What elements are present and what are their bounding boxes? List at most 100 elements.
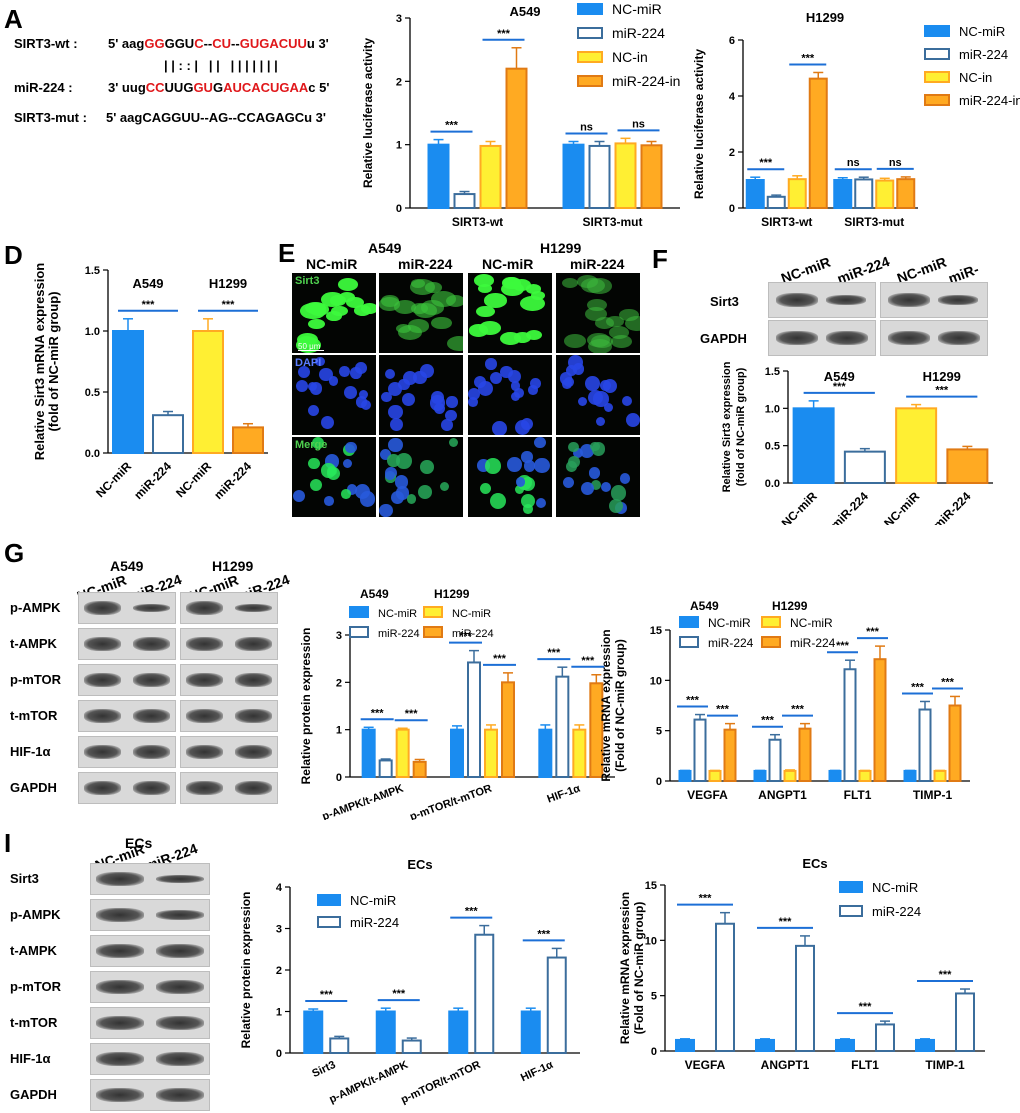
- sequence-label: SIRT3-wt :: [14, 36, 78, 51]
- bar: [895, 407, 938, 484]
- significance-label: ***: [716, 704, 730, 716]
- x-tick-label: NC-miR: [173, 459, 214, 500]
- sequence-text: 3' uugCCUUGGUGAUCACUGAAc 5': [108, 80, 329, 95]
- blot-band: [235, 745, 272, 759]
- bar: [395, 728, 410, 779]
- y-tick-label: 0: [396, 203, 402, 215]
- cell: [516, 477, 526, 487]
- cell: [584, 376, 600, 391]
- cell: [339, 292, 356, 303]
- blot-band: [826, 331, 868, 345]
- bar: [896, 178, 916, 210]
- cell: [379, 503, 393, 517]
- significance-label: ***: [941, 676, 955, 688]
- cell: [568, 441, 579, 452]
- y-tick-label: 0.5: [765, 441, 780, 453]
- bar: [505, 67, 528, 209]
- significance-label: ***: [537, 928, 551, 940]
- cell: [445, 409, 458, 422]
- significance-label: ***: [392, 988, 406, 1000]
- cell: [390, 417, 404, 431]
- sequence-text: 5' aagCAGGUU--AG--CCAGAGCu 3': [106, 110, 326, 125]
- blot-band: [235, 709, 272, 723]
- cell: [431, 316, 452, 330]
- bar: [375, 1010, 396, 1054]
- y-axis-label-line: Relative mRNA expression: [618, 892, 632, 1044]
- cell: [342, 458, 352, 468]
- cell: [326, 311, 343, 321]
- bar: [401, 1039, 422, 1055]
- sequence-segment: GU: [193, 80, 213, 95]
- cell: [573, 363, 585, 375]
- bar: [303, 1010, 324, 1054]
- y-axis-label-line: Relative luciferase activity: [692, 49, 706, 199]
- blot-row-label: p-AMPK: [10, 600, 61, 615]
- significance-label: ***: [497, 28, 511, 40]
- cell: [580, 481, 594, 495]
- cell: [625, 316, 640, 331]
- significance-label: ***: [320, 989, 334, 1001]
- col-label-nc-miR-1: NC-miR: [306, 256, 358, 272]
- cell: [430, 291, 456, 307]
- group-label-ecs: ECs: [125, 835, 153, 851]
- significance-label: ***: [222, 299, 236, 311]
- legend-swatch: [924, 94, 950, 106]
- blot-band: [156, 980, 204, 994]
- blot-band: [133, 745, 170, 759]
- cell: [311, 437, 324, 450]
- x-tick-label: p-AMPK/t-AMPK: [327, 1059, 410, 1106]
- cell: [468, 397, 478, 407]
- x-tick-label: Sirt3: [310, 1059, 337, 1080]
- group-label: H1299: [209, 276, 247, 291]
- y-tick-label: 5: [656, 726, 662, 738]
- fluorescence-tile: [292, 437, 376, 517]
- blot-band: [888, 331, 930, 345]
- panel-letter-i: I: [4, 828, 12, 858]
- blot-band: [133, 709, 170, 723]
- blot-band: [96, 980, 144, 994]
- y-tick-label: 10: [650, 675, 662, 687]
- significance-label: ***: [686, 695, 700, 707]
- y-axis-label: Relative luciferase activity: [692, 49, 706, 199]
- chart-title: ECs: [407, 857, 432, 872]
- significance-label: ***: [761, 715, 775, 727]
- significance-label: ***: [493, 653, 507, 665]
- cell: [420, 460, 434, 474]
- significance-label: ***: [142, 299, 156, 311]
- y-tick-label: 3: [396, 13, 402, 25]
- significance-label: ***: [866, 626, 880, 638]
- y-tick-label: 0: [336, 772, 342, 784]
- bar: [501, 681, 515, 778]
- x-tick-label: p-mTOR/t-mTOR: [399, 1059, 482, 1106]
- significance-label: ns: [580, 122, 593, 134]
- x-tick-label: miR-224: [828, 489, 871, 525]
- legend-label: miR-224: [612, 25, 665, 41]
- sequence-segment: GG: [144, 36, 165, 51]
- legend-group-label: A549: [690, 599, 719, 613]
- bar: [875, 1023, 895, 1053]
- cell: [622, 395, 633, 406]
- y-tick-label: 1.5: [85, 265, 100, 277]
- fluorescence-tile: [468, 437, 552, 517]
- bar: [833, 179, 853, 209]
- blot-band: [186, 709, 223, 723]
- blot-row-label: Sirt3: [10, 871, 39, 886]
- legend-label: NC-miR: [378, 608, 417, 620]
- cell: [379, 297, 401, 311]
- cell: [511, 278, 531, 291]
- cell: [567, 455, 581, 469]
- chart-f-sirt3-protein: 0.0 0.5 1.0 1.5 Relative Sirt3 expression (fo…: [721, 361, 993, 525]
- bar: [450, 728, 464, 779]
- sequence-segment: CACUGAA: [241, 80, 309, 95]
- scale-bar-label: 50 μm: [298, 342, 321, 351]
- legend-label: NC-miR: [708, 616, 751, 630]
- y-tick-label: 0: [729, 203, 735, 215]
- legend-label: miR-224: [350, 915, 399, 930]
- legend-label: miR-224: [790, 636, 836, 650]
- cell: [561, 277, 579, 288]
- chart-title: ECs: [802, 856, 827, 871]
- cell: [588, 466, 601, 479]
- cell: [308, 318, 325, 329]
- cell: [406, 494, 417, 504]
- panel-letter-d: D: [4, 240, 23, 270]
